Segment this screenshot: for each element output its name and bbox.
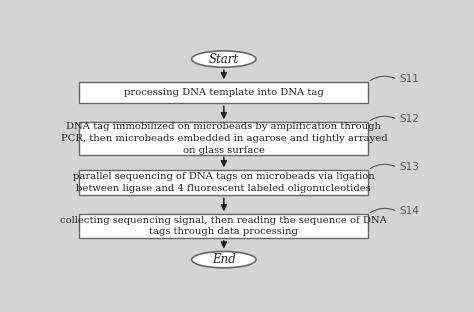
Text: processing DNA template into DNA tag: processing DNA template into DNA tag [124,88,324,97]
Text: End: End [212,253,236,266]
FancyBboxPatch shape [80,214,368,238]
Text: collecting sequencing signal, then reading the sequence of DNA
tags through data: collecting sequencing signal, then readi… [60,216,387,236]
FancyBboxPatch shape [80,82,368,103]
Ellipse shape [191,51,256,67]
Text: S14: S14 [399,206,419,217]
Text: DNA tag immobilized on microbeads by amplification through
PCR, then microbeads : DNA tag immobilized on microbeads by amp… [61,122,387,155]
Text: S11: S11 [399,74,419,84]
FancyBboxPatch shape [80,170,368,195]
Text: parallel sequencing of DNA tags on microbeads via ligation
between ligase and 4 : parallel sequencing of DNA tags on micro… [73,173,375,193]
Text: S12: S12 [399,114,419,124]
FancyBboxPatch shape [80,122,368,154]
Text: Start: Start [209,52,239,66]
Ellipse shape [191,251,256,268]
Text: S13: S13 [399,162,419,172]
